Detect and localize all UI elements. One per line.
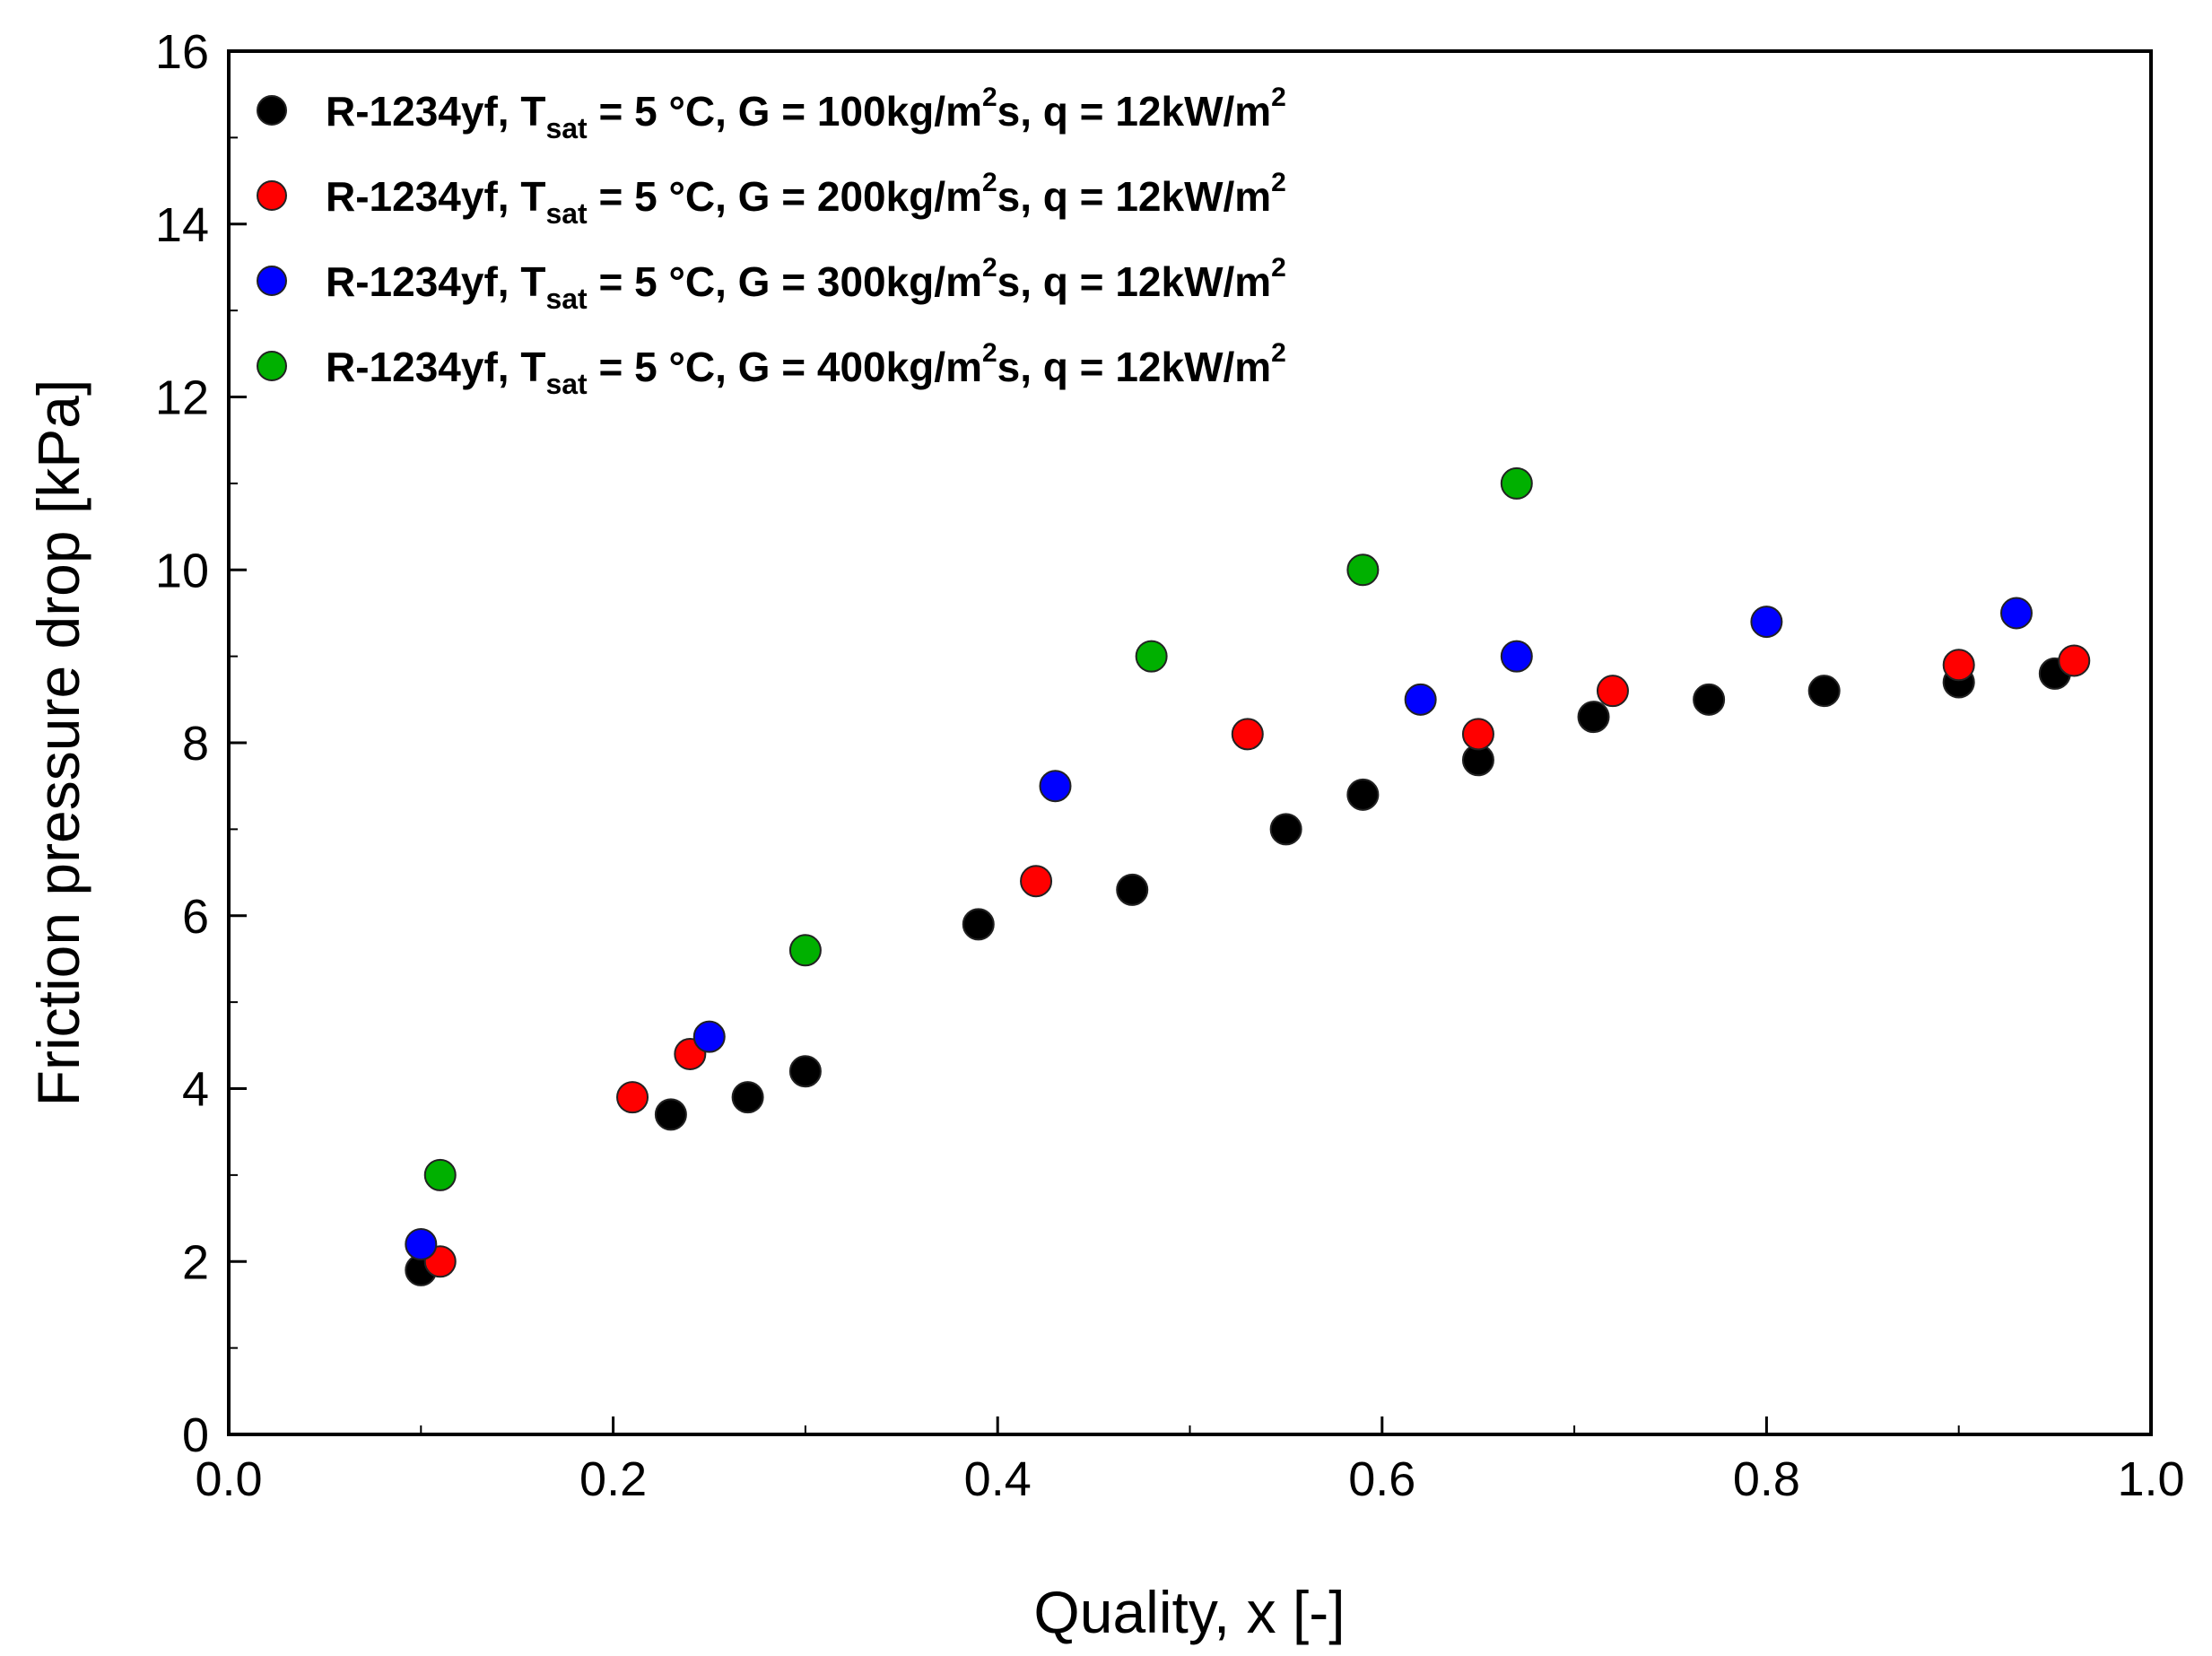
x-axis-label: Quality, x [-] (1033, 1579, 1345, 1645)
data-point (1577, 701, 1610, 734)
x-tick-label: 1.0 (2117, 1452, 2184, 1506)
data-point (1693, 683, 1726, 716)
data-point (1116, 873, 1149, 906)
legend-label: R-1234yf, Tsat = 5 °C, G = 200kg/m2s, q … (326, 168, 1286, 230)
data-point (788, 934, 822, 967)
legend-marker (257, 95, 287, 126)
y-tick-label: 8 (182, 717, 209, 771)
data-point (788, 1055, 822, 1088)
y-tick-label: 0 (182, 1408, 209, 1462)
data-point (1231, 718, 1264, 751)
data-point (1596, 675, 1629, 708)
y-tick-label: 14 (155, 198, 209, 252)
data-point (1346, 553, 1380, 587)
y-tick-label: 12 (155, 371, 209, 425)
legend-label: R-1234yf, Tsat = 5 °C, G = 400kg/m2s, q … (326, 338, 1286, 400)
data-points (405, 466, 2091, 1286)
data-point (1500, 466, 1533, 500)
x-tick-label: 0.4 (964, 1452, 1032, 1506)
x-tick-label: 0.6 (1348, 1452, 1415, 1506)
data-point (654, 1098, 687, 1131)
data-point (2058, 644, 2091, 677)
legend-label: R-1234yf, Tsat = 5 °C, G = 300kg/m2s, q … (326, 253, 1286, 315)
data-point (1500, 640, 1533, 673)
data-point (731, 1081, 764, 1114)
legend-label: R-1234yf, Tsat = 5 °C, G = 100kg/m2s, q … (326, 83, 1286, 144)
data-point (962, 908, 995, 941)
y-axis-label: Friction pressure drop [kPa] (25, 379, 91, 1107)
y-tick-label: 4 (182, 1063, 209, 1117)
data-point (1020, 865, 1053, 898)
y-tick-label: 6 (182, 890, 209, 944)
x-tick-label: 0.2 (579, 1452, 647, 1506)
legend: R-1234yf, Tsat = 5 °C, G = 100kg/m2s, q … (257, 83, 1286, 400)
legend-marker (257, 180, 287, 211)
data-point (1269, 813, 1302, 846)
data-point (1404, 683, 1437, 716)
legend-marker (257, 266, 287, 296)
axis-ticks: 0.0 0.2 0.4 0.6 0.8 1.0 0 2 4 6 8 10 12 14 16 (155, 25, 2185, 1506)
data-point (1750, 606, 1783, 639)
data-point (1461, 718, 1494, 751)
data-point (1942, 649, 1975, 682)
data-point (1807, 675, 1841, 708)
legend-marker (257, 351, 287, 381)
data-point (1135, 640, 1168, 673)
data-point (1039, 770, 1072, 803)
y-tick-label: 16 (155, 25, 209, 79)
data-point (405, 1227, 438, 1260)
x-tick-label: 0.0 (195, 1452, 262, 1506)
data-point (1999, 597, 2033, 630)
data-point (616, 1081, 649, 1114)
data-point (1346, 778, 1380, 811)
data-point (423, 1158, 457, 1191)
data-point (692, 1020, 726, 1053)
y-tick-label: 10 (155, 544, 209, 597)
y-tick-label: 2 (182, 1235, 209, 1289)
x-tick-label: 0.8 (1733, 1452, 1800, 1506)
